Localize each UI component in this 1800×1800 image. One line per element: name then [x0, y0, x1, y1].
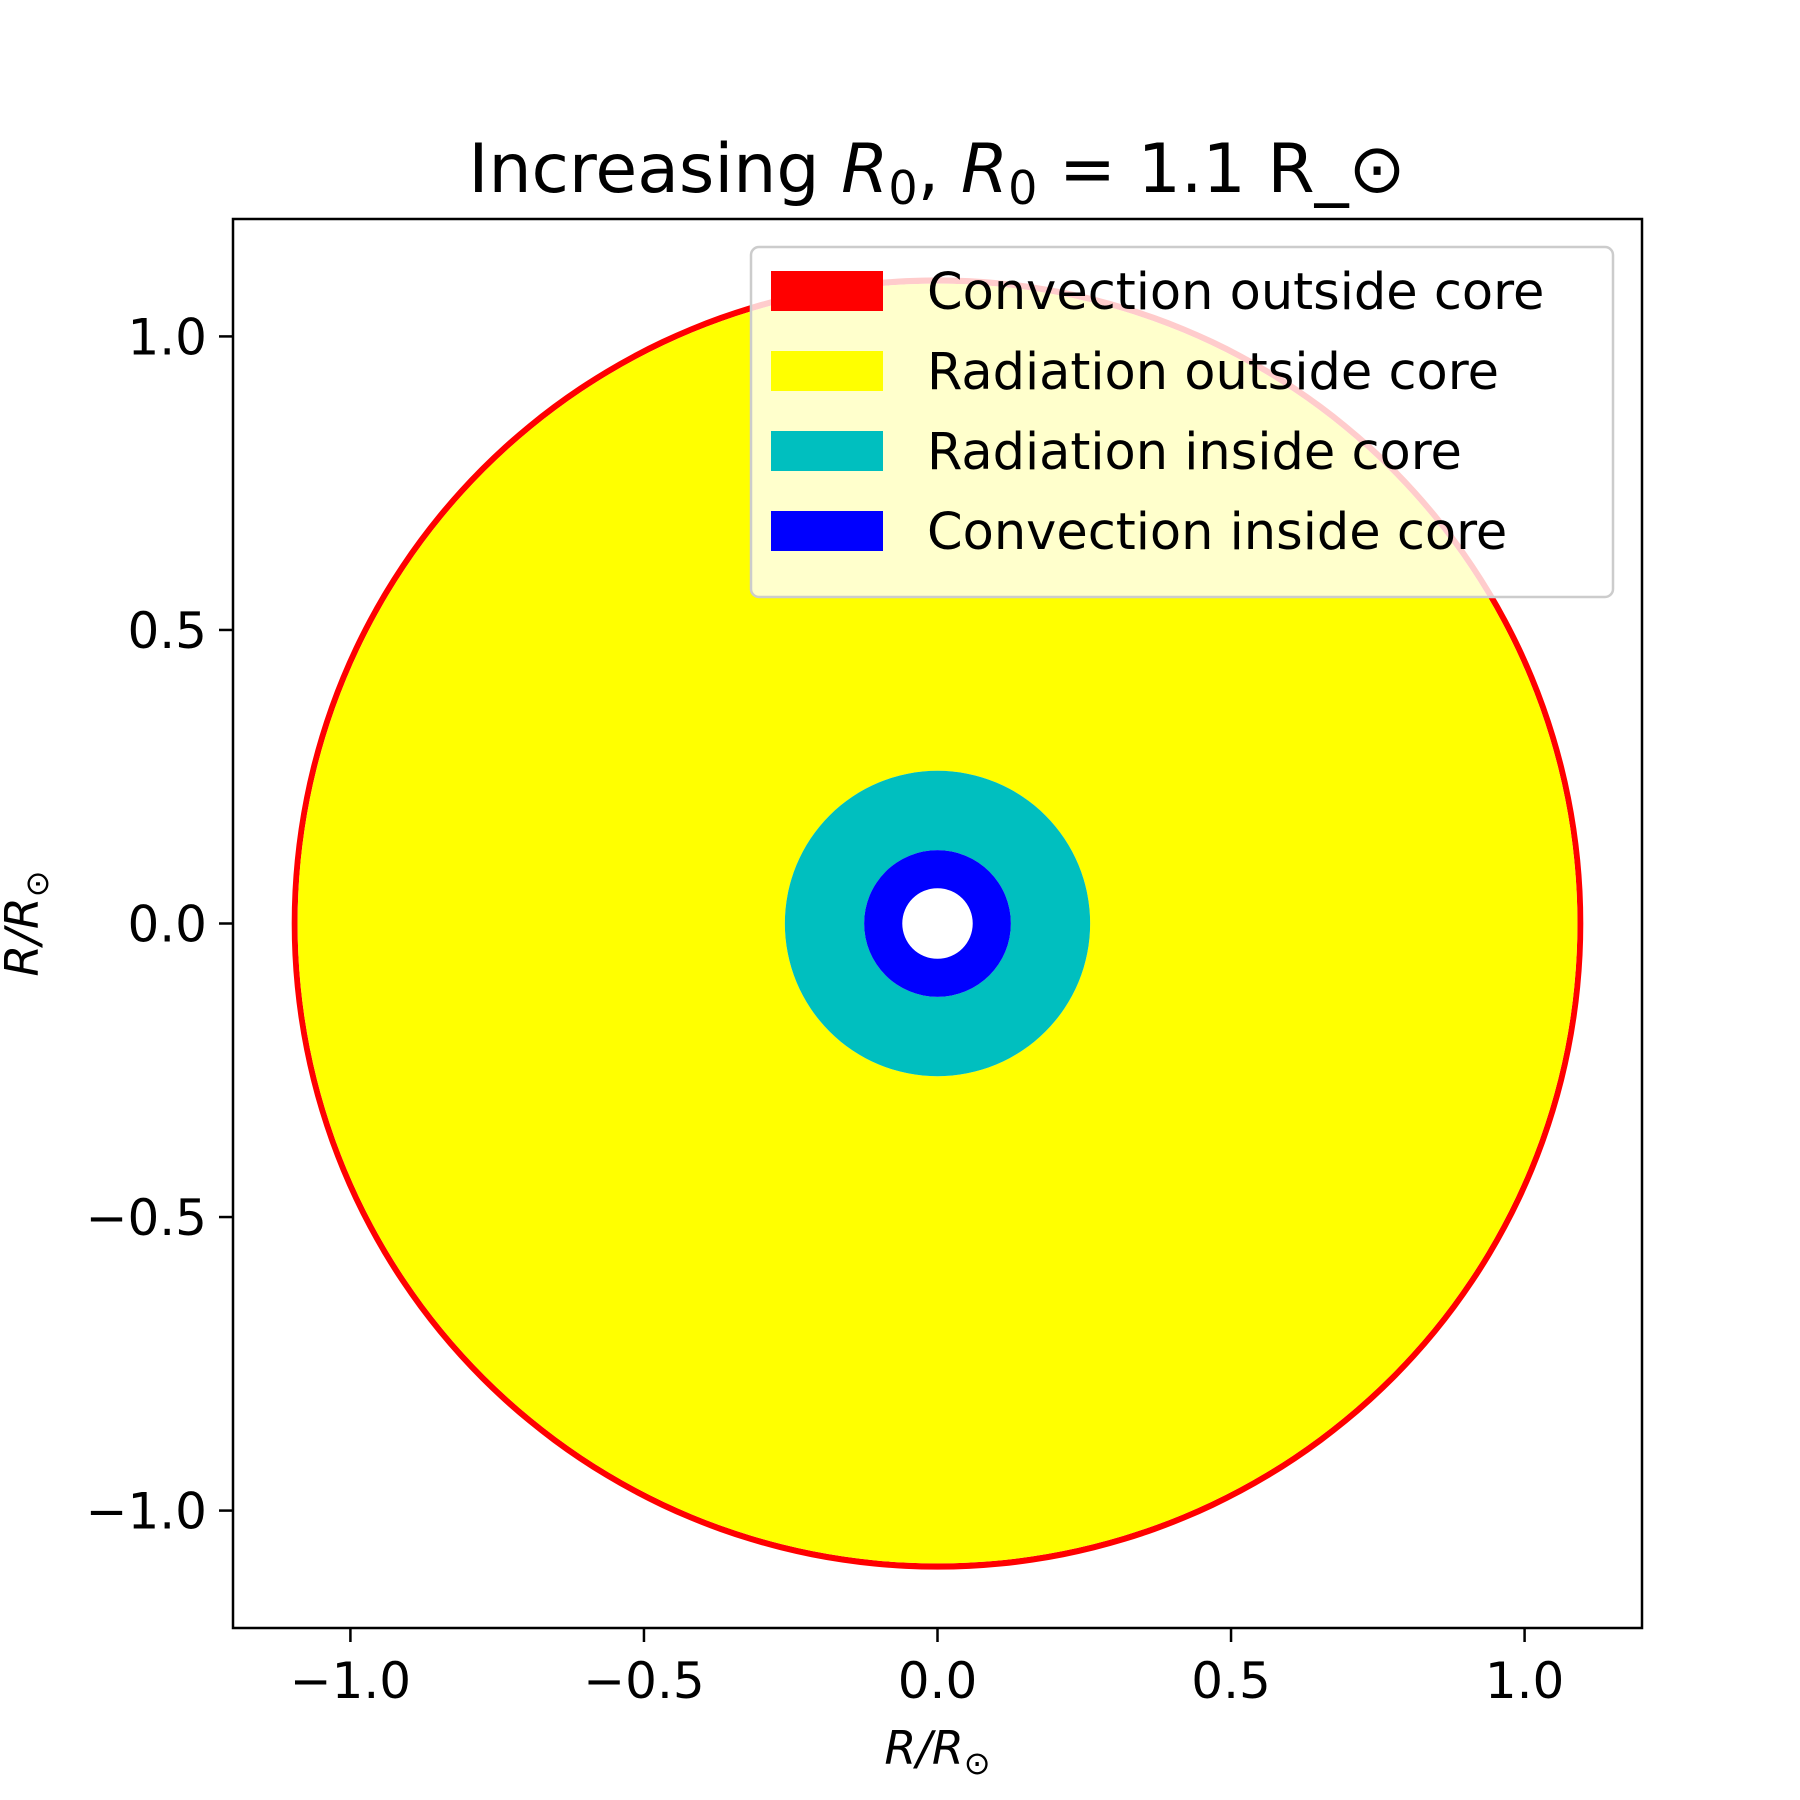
legend-label: Radiation outside core	[927, 343, 1499, 402]
y-tick-label: 0.5	[127, 602, 207, 660]
legend-swatch	[771, 431, 883, 471]
legend-swatch	[771, 271, 883, 311]
y-axis: −1.0 −0.5 0.0 0.5 1.0	[86, 308, 233, 1541]
y-axis-label-main: R/R	[0, 897, 49, 976]
x-tick-label: 1.0	[1485, 1652, 1565, 1710]
plot-area	[291, 277, 1584, 1570]
x-axis-label-main: R/R	[884, 1721, 963, 1775]
x-axis-label-sub: ⊙	[964, 1744, 991, 1782]
legend-label: Radiation inside core	[927, 423, 1462, 482]
y-tick-label: 0.0	[127, 896, 207, 954]
ring-convection-inside-core	[864, 850, 1011, 997]
title-prefix: Increasing	[468, 130, 841, 209]
x-tick-label: 0.0	[898, 1652, 978, 1710]
x-tick-label: −1.0	[290, 1652, 411, 1710]
legend: Convection outside core Radiation outside…	[749, 245, 1615, 599]
title-var1: R	[841, 130, 888, 209]
legend-swatch	[771, 511, 883, 551]
title-mid: ,	[918, 130, 961, 209]
legend-box	[749, 245, 1615, 599]
ring-radiation-outside-core	[297, 283, 1578, 1564]
x-tick-label: 0.5	[1191, 1652, 1271, 1710]
y-tick-label: −1.0	[86, 1483, 207, 1541]
x-axis: −1.0 −0.5 0.0 0.5 1.0	[290, 1628, 1565, 1710]
title-sub1: 0	[888, 161, 917, 215]
legend-label: Convection outside core	[927, 263, 1544, 322]
ring-radiation-inside-core	[784, 770, 1091, 1077]
legend-swatch	[771, 351, 883, 391]
x-tick-label: −0.5	[583, 1652, 704, 1710]
chart-title: Increasing R0, R0 = 1.1 R_⊙	[468, 130, 1405, 215]
y-axis-label-sub: ⊙	[18, 870, 56, 897]
y-tick-label: 1.0	[127, 308, 207, 366]
y-axis-label: R/R⊙	[0, 870, 56, 976]
legend-label: Convection inside core	[927, 503, 1507, 562]
x-axis-label: R/R⊙	[884, 1721, 990, 1782]
title-var2: R	[961, 130, 1008, 209]
y-tick-label: −0.5	[86, 1189, 207, 1247]
title-sub2: 0	[1008, 161, 1037, 215]
title-suffix: = 1.1 R_⊙	[1037, 130, 1405, 209]
